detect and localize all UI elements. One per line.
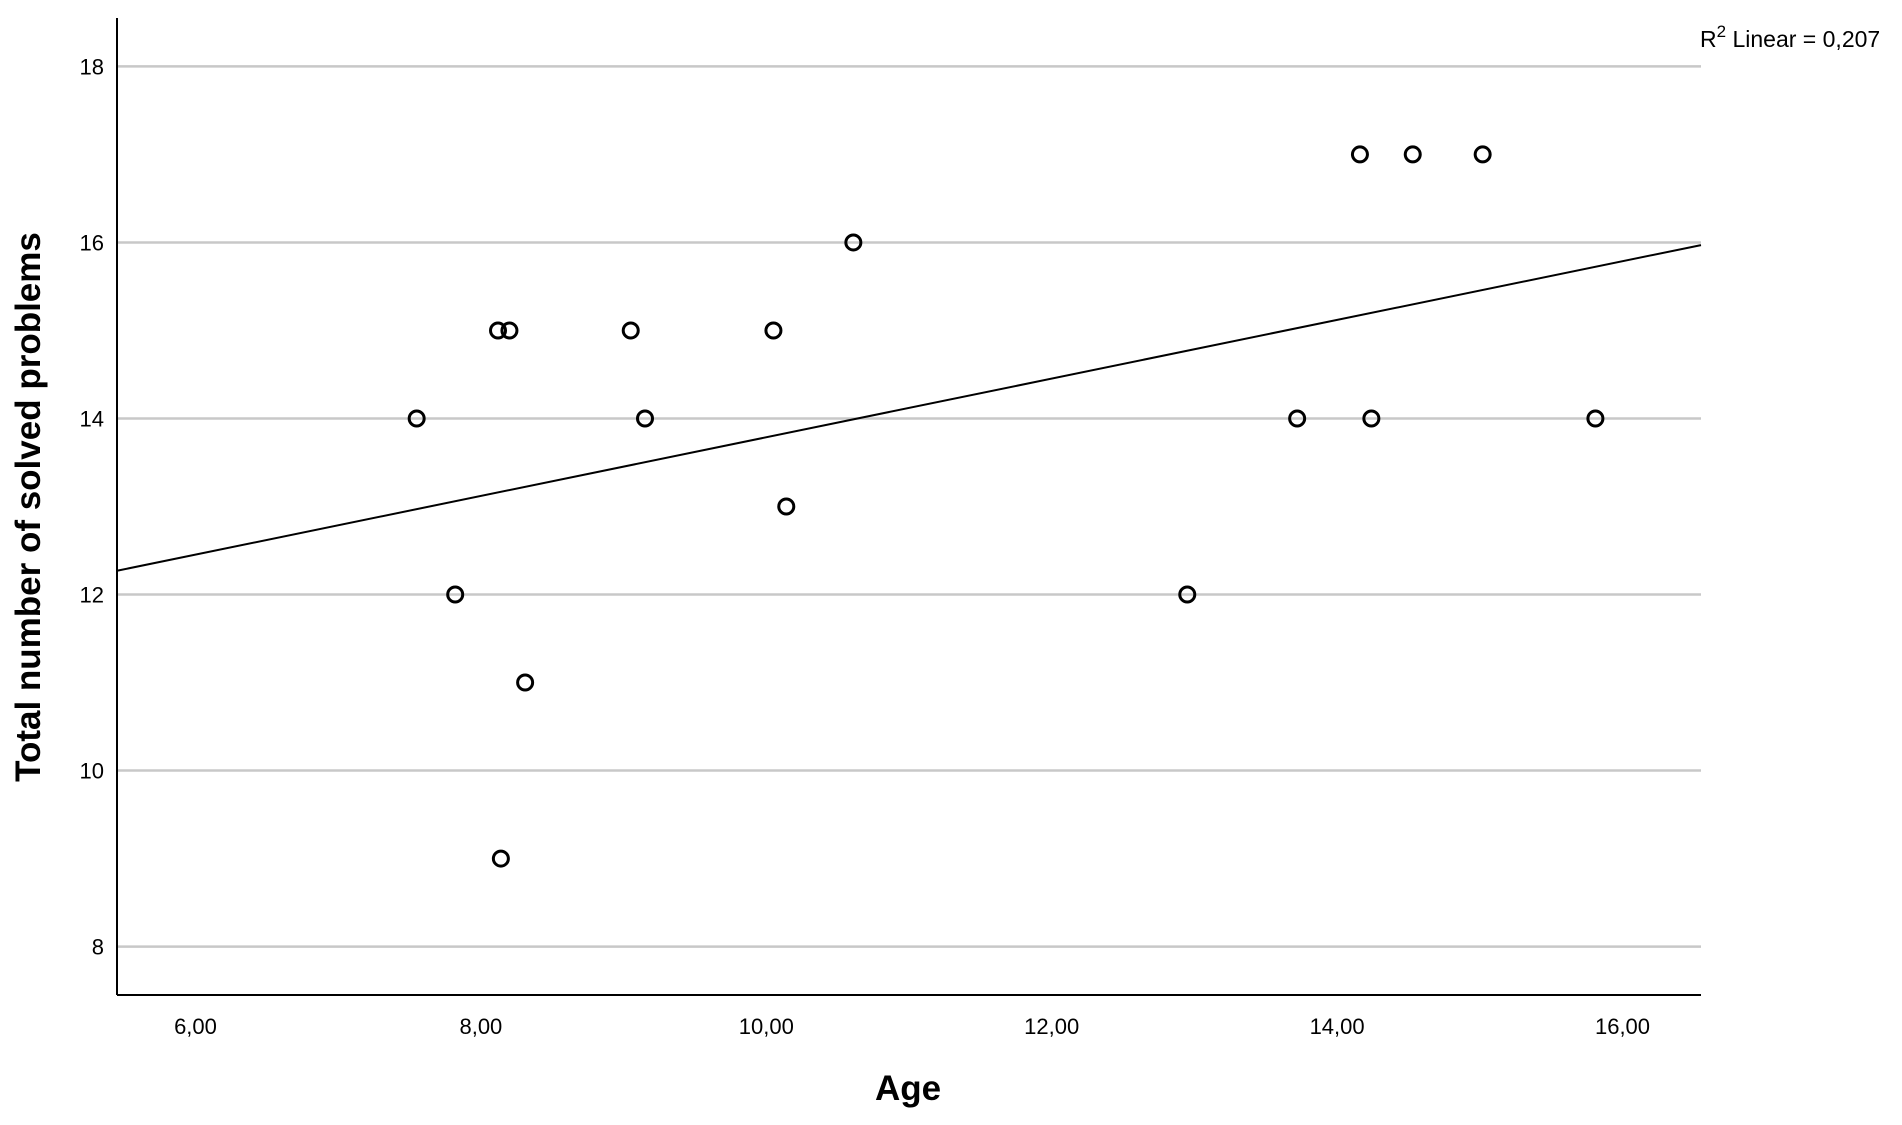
data-point [621,321,640,340]
data-point [500,321,519,340]
r2-superscript: 2 [1717,22,1726,41]
data-point [516,673,535,692]
x-tick-label: 10,00 [739,1014,794,1039]
gridlines [117,65,1701,948]
data-points [407,145,1605,868]
x-tick-label: 16,00 [1595,1014,1650,1039]
data-point [1362,409,1381,428]
y-tick-label: 10 [80,759,104,784]
r2-annotation: R2 Linear = 0,207 [1700,22,1880,52]
x-tick-label: 12,00 [1024,1014,1079,1039]
data-point [636,409,654,428]
data-point [407,409,426,428]
data-point [1586,409,1605,428]
data-point [489,321,508,340]
data-point [844,233,863,252]
data-point [1403,145,1422,164]
x-tick-label: 6,00 [174,1014,217,1039]
r2-value-text: Linear = 0,207 [1726,26,1880,52]
data-point [1288,409,1307,428]
x-tick-label: 8,00 [459,1014,502,1039]
y-axis-title: Total number of solved problems [9,232,48,782]
y-tick-label: 14 [80,406,104,431]
data-point [777,497,796,516]
data-point [1473,145,1492,164]
data-point [1178,585,1197,604]
y-tick-label: 12 [80,583,104,608]
y-tick-label: 8 [92,935,104,960]
y-tick-label: 18 [80,54,104,79]
fit-line-group [116,244,1702,572]
data-point [446,585,465,604]
r2-base: R [1700,26,1717,52]
y-tick-label: 16 [80,230,104,255]
x-axis-title: Age [875,1069,941,1108]
regression-line [116,244,1702,572]
axes [116,18,1701,996]
data-point [491,849,510,868]
tick-labels: 8 10 12 14 16 18 6,00 8,00 10,00 12,00 14,00 16,00 [80,54,1651,1039]
data-point [764,321,783,340]
x-tick-label: 14,00 [1310,1014,1365,1039]
data-point [1350,145,1369,164]
